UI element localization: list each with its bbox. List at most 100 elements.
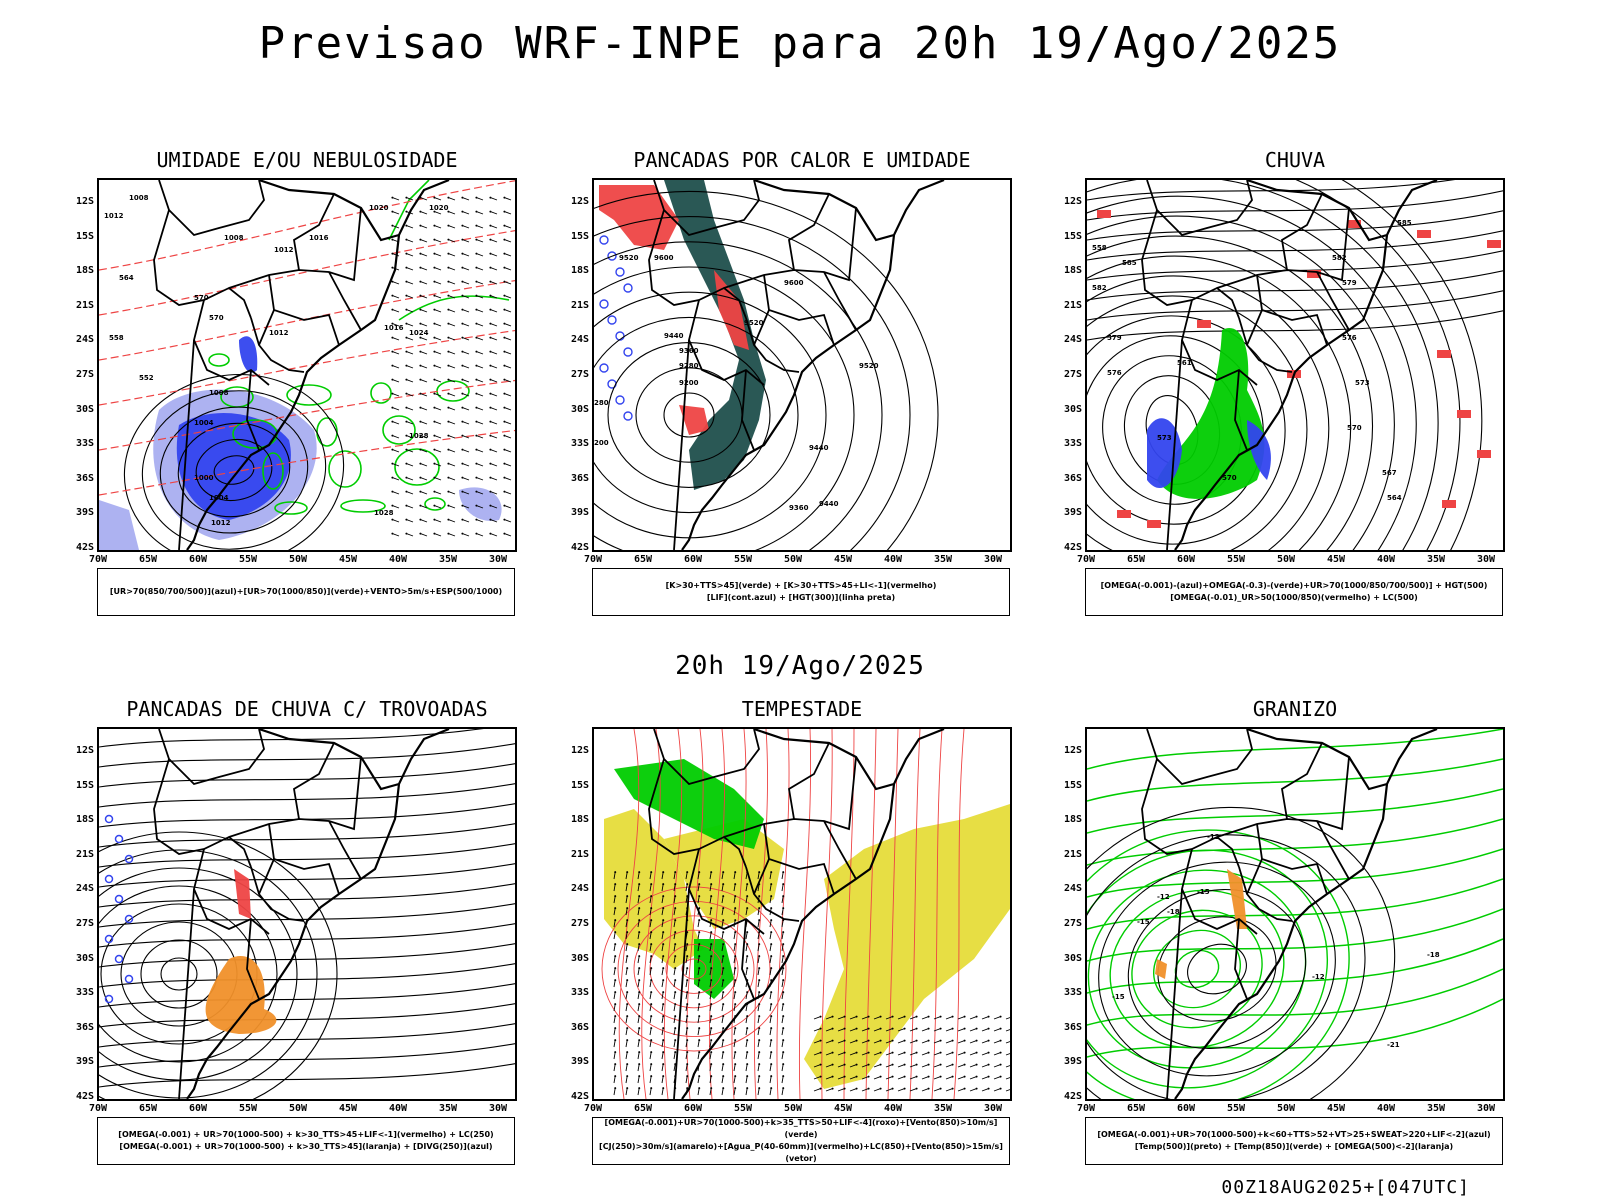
lat-tick-label: 39S (1063, 507, 1082, 519)
contour-label: 1028 (374, 509, 394, 517)
lon-tick-label: 35W (1426, 1103, 1446, 1114)
lat-tick-label: 18S (570, 265, 589, 277)
map-canvas (99, 729, 515, 1099)
legend-line: [OMEGA(-0.001) + UR>70(1000-500) + k>30_… (119, 1142, 493, 1151)
lon-tick-label: 35W (1426, 554, 1446, 565)
lat-tick-label: 27S (570, 369, 589, 380)
legend-box: [OMEGA(-0.001)+UR>70(1000-500)+k<60+TTS>… (1085, 1117, 1503, 1165)
divergence-blue (104, 814, 134, 1004)
lat-tick-label: 30S (1063, 952, 1082, 964)
panel-title: CHUVA (1264, 148, 1326, 172)
lat-tick-label: 39S (570, 507, 589, 519)
legend-line: [UR>70(850/700/500)](azul)+[UR>70(1000/8… (109, 587, 503, 596)
legend-line: [Temp(500)](preto) + [Temp(850)](verde) … (1134, 1142, 1454, 1151)
lon-tick-label: 30W (983, 1103, 1003, 1114)
contour-lines (99, 831, 338, 1099)
lon-tick-label: 45W (338, 554, 358, 565)
legend-line: [CJ(250)>30m/s](amarelo)+[Agua_P(40-60mm… (599, 1142, 1003, 1163)
streamlines (1087, 180, 1503, 341)
lat-tick-label: 24S (1063, 883, 1082, 895)
lon-tick-label: 50W (783, 1103, 803, 1114)
lon-tick-label: 60W (1176, 554, 1196, 565)
lon-tick-label: 55W (733, 554, 753, 565)
contour-label: 9520 (619, 254, 639, 262)
contour-label: 1004 (209, 494, 229, 502)
lon-tick-label: 65W (1126, 1103, 1146, 1114)
contour-label: 573 (1157, 434, 1172, 442)
contour-label: 573 (1355, 379, 1370, 387)
lon-tick-label: 70W (88, 1103, 108, 1114)
lon-tick-label: 65W (1126, 554, 1146, 565)
lat-tick-label: 33S (75, 987, 94, 999)
lat-tick-label: 18S (570, 814, 589, 826)
k-tts-green (664, 180, 766, 490)
lat-tick-label: 21S (570, 299, 589, 311)
run-time-label: 00Z18AUG2025+[047UTC] (1221, 1177, 1470, 1198)
lon-tick-label: 60W (683, 554, 703, 565)
legend-box: [K>30+TTS>45](verde) + [K>30+TTS>45+LI<-… (592, 568, 1010, 616)
map-panel-2: 9520 9600 9600 9520 9440 9360 9280 9200 9440 9520… (592, 178, 1012, 552)
contour-label: 9440 (664, 332, 684, 340)
contour-label: -18 (1167, 908, 1180, 916)
lon-tick-label: 65W (138, 554, 158, 565)
lat-tick-label: 12S (75, 745, 94, 756)
contour-label: 582 (1332, 254, 1347, 262)
wind-green (614, 759, 764, 999)
lon-tick-label: 50W (288, 1103, 308, 1114)
lat-tick-label: 21S (1063, 299, 1082, 311)
lat-tick-label: 42S (570, 1091, 589, 1102)
lon-tick-label: 30W (983, 554, 1003, 565)
thunder-red (234, 869, 251, 919)
lon-tick-label: 70W (1076, 554, 1096, 565)
lon-tick-label: 70W (88, 554, 108, 565)
lon-tick-label: 40W (883, 554, 903, 565)
contour-label: 1028 (409, 432, 429, 440)
lat-tick-label: 24S (75, 334, 94, 346)
contour-label: 280 (594, 399, 609, 407)
legend-box: [OMEGA(-0.001) + UR>70(1000-500) + k>30_… (97, 1117, 515, 1165)
lat-tick-label: 15S (570, 779, 589, 791)
lon-tick-label: 30W (1476, 1103, 1496, 1114)
contour-label: -15 (1137, 918, 1150, 926)
lon-tick-label: 35W (438, 1103, 458, 1114)
contour-label: 579 (1342, 279, 1357, 287)
contour-label: -12 (1207, 833, 1220, 841)
contour-label: 9360 (789, 504, 809, 512)
k-tts-li-red (599, 185, 749, 435)
contour-label: 1016 (384, 324, 404, 332)
lon-tick-label: 30W (488, 1103, 508, 1114)
lifted-index-blue (599, 235, 633, 421)
temp850-green (1087, 729, 1503, 1058)
panel-title: UMIDADE E/OU NEBULOSIDADE (156, 148, 458, 172)
contour-label: 9440 (819, 500, 839, 508)
contour-label: 9600 (654, 254, 674, 262)
contour-label: 9440 (809, 444, 829, 452)
contour-label: 1012 (104, 212, 124, 220)
lon-tick-label: 55W (1226, 554, 1246, 565)
lat-tick-label: 33S (75, 438, 94, 450)
humidity-upper (176, 336, 291, 520)
lat-tick-label: 27S (75, 369, 94, 380)
map-outline (648, 180, 945, 550)
contour-label: 552 (139, 374, 154, 382)
lat-tick-label: 42S (1063, 1091, 1082, 1102)
lat-tick-label: 21S (570, 848, 589, 860)
lon-tick-label: 60W (188, 554, 208, 565)
contour-label: 579 (1107, 334, 1122, 342)
wind-vectors (613, 871, 785, 1096)
lon-tick-label: 50W (1276, 554, 1296, 565)
lon-tick-label: 60W (1176, 1103, 1196, 1114)
contour-label: 585 (1122, 259, 1137, 267)
contour-lines (1087, 180, 1483, 550)
lat-tick-label: 27S (1063, 918, 1082, 929)
lat-tick-label: 42S (75, 1091, 94, 1102)
lat-tick-label: 24S (1063, 334, 1082, 346)
contour-label: 1012 (269, 329, 289, 337)
map-panel-4 (97, 727, 517, 1101)
contour-label: 1020 (429, 204, 449, 212)
main-title: Previsao WRF-INPE para 20h 19/Ago/2025 (258, 18, 1342, 69)
panel-title: TEMPESTADE (741, 697, 863, 721)
contour-label: -15 (1197, 888, 1210, 896)
legend-box: [UR>70(850/700/500)](azul)+[UR>70(1000/8… (97, 568, 515, 616)
contour-label: 558 (109, 334, 124, 342)
